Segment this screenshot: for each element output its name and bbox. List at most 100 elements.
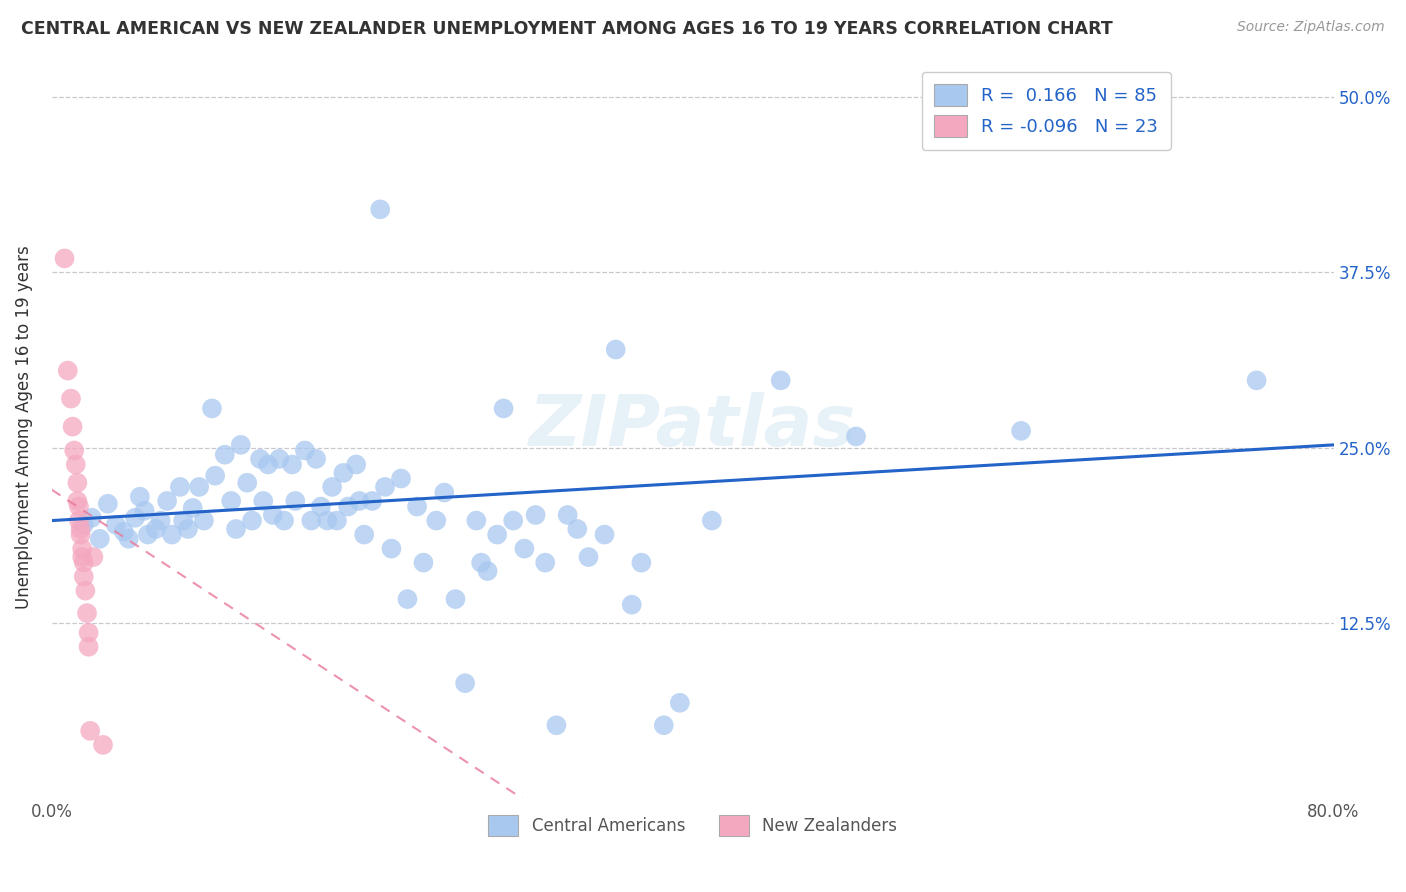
Point	[63, 443, 86, 458]
Point	[257, 458, 280, 472]
Point	[524, 508, 547, 522]
Point	[337, 500, 360, 514]
Point	[73, 517, 96, 532]
Point	[124, 510, 146, 524]
Point	[66, 475, 89, 490]
Point	[567, 522, 589, 536]
Point	[214, 448, 236, 462]
Point	[845, 429, 868, 443]
Point	[620, 598, 643, 612]
Point	[578, 549, 600, 564]
Point	[73, 569, 96, 583]
Point	[605, 343, 627, 357]
Point	[75, 583, 97, 598]
Point	[470, 556, 492, 570]
Point	[236, 475, 259, 490]
Point	[305, 451, 328, 466]
Point	[79, 723, 101, 738]
Point	[321, 480, 343, 494]
Point	[332, 466, 354, 480]
Point	[406, 500, 429, 514]
Point	[240, 514, 263, 528]
Point	[389, 471, 412, 485]
Point	[91, 738, 114, 752]
Point	[69, 522, 91, 536]
Point	[1010, 424, 1032, 438]
Point	[534, 556, 557, 570]
Point	[769, 373, 792, 387]
Point	[112, 524, 135, 539]
Point	[188, 480, 211, 494]
Y-axis label: Unemployment Among Ages 16 to 19 years: Unemployment Among Ages 16 to 19 years	[15, 244, 32, 608]
Point	[412, 556, 434, 570]
Point	[65, 458, 87, 472]
Point	[273, 514, 295, 528]
Point	[97, 497, 120, 511]
Point	[73, 556, 96, 570]
Point	[281, 458, 304, 472]
Point	[700, 514, 723, 528]
Point	[76, 606, 98, 620]
Point	[169, 480, 191, 494]
Point	[204, 468, 226, 483]
Point	[134, 504, 156, 518]
Point	[299, 514, 322, 528]
Point	[465, 514, 488, 528]
Point	[225, 522, 247, 536]
Point	[59, 392, 82, 406]
Point	[444, 592, 467, 607]
Point	[353, 527, 375, 541]
Point	[229, 438, 252, 452]
Point	[69, 527, 91, 541]
Point	[652, 718, 675, 732]
Point	[1246, 373, 1268, 387]
Point	[104, 517, 127, 532]
Point	[70, 541, 93, 556]
Point	[118, 532, 141, 546]
Point	[77, 640, 100, 654]
Point	[177, 522, 200, 536]
Point	[62, 419, 84, 434]
Point	[425, 514, 447, 528]
Point	[201, 401, 224, 416]
Text: Source: ZipAtlas.com: Source: ZipAtlas.com	[1237, 20, 1385, 34]
Point	[66, 494, 89, 508]
Point	[593, 527, 616, 541]
Point	[380, 541, 402, 556]
Point	[89, 532, 111, 546]
Point	[77, 625, 100, 640]
Text: ZIPatlas: ZIPatlas	[529, 392, 856, 461]
Point	[433, 485, 456, 500]
Point	[396, 592, 419, 607]
Point	[492, 401, 515, 416]
Point	[284, 494, 307, 508]
Point	[477, 564, 499, 578]
Point	[80, 510, 103, 524]
Point	[219, 494, 242, 508]
Point	[316, 514, 339, 528]
Point	[344, 458, 367, 472]
Point	[269, 451, 291, 466]
Point	[513, 541, 536, 556]
Point	[70, 549, 93, 564]
Point	[374, 480, 396, 494]
Point	[502, 514, 524, 528]
Point	[160, 527, 183, 541]
Point	[669, 696, 692, 710]
Point	[249, 451, 271, 466]
Point	[156, 494, 179, 508]
Point	[67, 514, 90, 528]
Point	[67, 500, 90, 514]
Point	[181, 500, 204, 515]
Point	[557, 508, 579, 522]
Point	[149, 514, 172, 528]
Point	[252, 494, 274, 508]
Point	[82, 549, 104, 564]
Point	[309, 500, 332, 514]
Point	[262, 508, 284, 522]
Point	[136, 527, 159, 541]
Point	[56, 363, 79, 377]
Text: CENTRAL AMERICAN VS NEW ZEALANDER UNEMPLOYMENT AMONG AGES 16 TO 19 YEARS CORRELA: CENTRAL AMERICAN VS NEW ZEALANDER UNEMPL…	[21, 20, 1112, 37]
Point	[53, 252, 76, 266]
Point	[193, 514, 215, 528]
